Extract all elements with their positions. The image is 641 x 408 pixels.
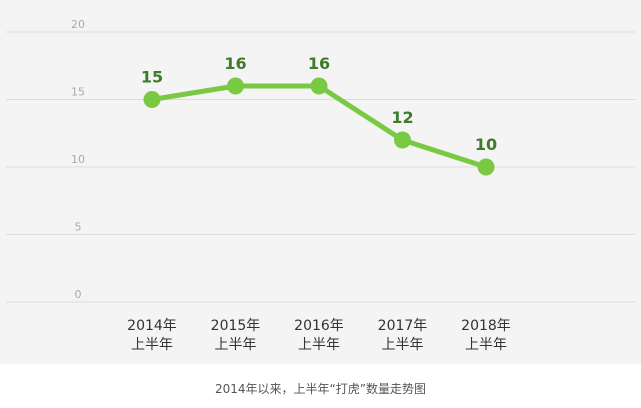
x-tick-label: 2014年 [127,318,177,334]
data-label: 12 [391,108,413,127]
x-tick-label: 上半年 [382,337,424,353]
x-tick-label: 上半年 [215,337,257,353]
data-point [477,158,495,176]
data-point [143,91,161,108]
data-point [394,131,411,149]
data-label: 15 [141,68,163,87]
chart-panel [0,0,641,364]
y-tick-label: 20 [71,18,85,31]
data-point [310,77,328,95]
x-tick-label: 上半年 [298,337,340,353]
y-tick-label: 10 [71,153,85,166]
x-tick-label: 2017年 [378,318,428,334]
y-tick-label: 0 [75,288,82,301]
x-tick-label: 上半年 [131,337,173,353]
series-line [149,83,489,170]
x-tick-label: 2018年 [461,318,511,334]
y-tick-label: 5 [75,221,82,234]
data-label: 10 [475,135,497,154]
y-tick-label: 15 [71,86,85,99]
data-point [227,77,244,95]
x-tick-label: 2015年 [211,318,261,334]
chart-caption: 2014年以来，上半年“打虎”数量走势图 [215,382,426,396]
x-tick-label: 上半年 [465,337,507,353]
x-tick-label: 2016年 [294,318,344,334]
data-label: 16 [224,54,246,73]
data-label: 16 [308,54,330,73]
